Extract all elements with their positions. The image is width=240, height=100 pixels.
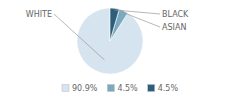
legend-swatch	[148, 85, 155, 92]
legend-swatch	[107, 85, 114, 92]
leader-line	[123, 12, 160, 27]
pie-slice	[110, 8, 119, 41]
leader-line	[114, 10, 160, 14]
pie	[77, 8, 143, 74]
pie-slice	[77, 8, 143, 74]
annotation: WHITE	[26, 10, 52, 19]
leader-line	[54, 14, 104, 60]
legend-label: 4.5%	[117, 84, 138, 93]
legend-label: 90.9%	[72, 84, 98, 93]
annotation: ASIAN	[162, 23, 186, 32]
legend: 90.9% 4.5% 4.5%	[62, 84, 178, 93]
chart: WHITE BLACK ASIAN 90.9% 4.5% 4.5%	[0, 0, 240, 100]
legend-swatch	[62, 85, 69, 92]
annotation: BLACK	[162, 10, 189, 19]
legend-label: 4.5%	[158, 84, 179, 93]
annotations: WHITE BLACK ASIAN	[26, 10, 189, 61]
